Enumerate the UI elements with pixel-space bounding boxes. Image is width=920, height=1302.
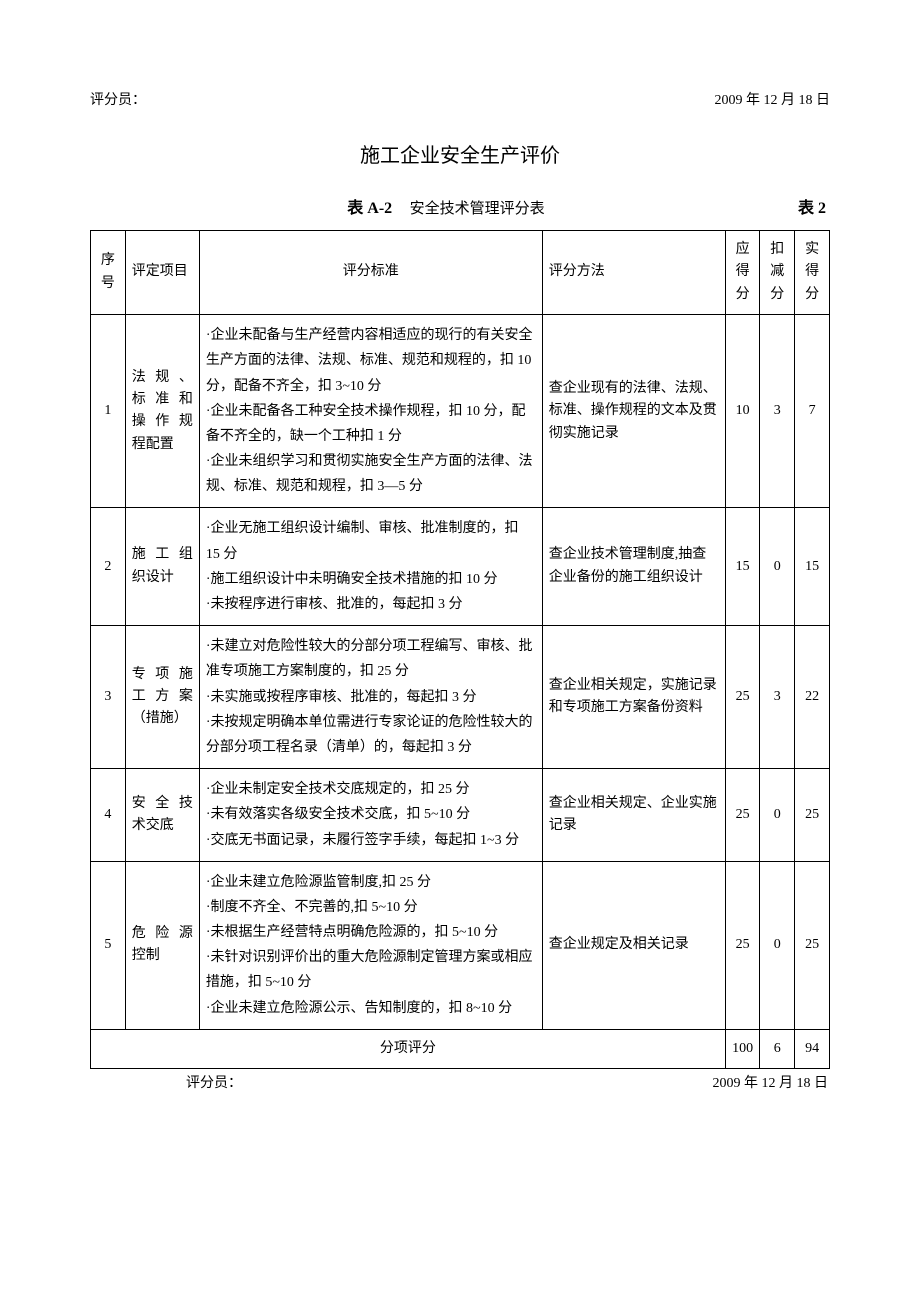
- cell-actual-score: 15: [795, 508, 830, 626]
- cell-criteria: ·未建立对危险性较大的分部分项工程编写、审核、批准专项施工方案制度的，扣 25 …: [199, 626, 542, 769]
- subtotal-full: 100: [725, 1029, 760, 1068]
- table-row: 1法 规 、标 准 和操 作 规程配置·企业未配备与生产经营内容相适应的现行的有…: [91, 315, 830, 508]
- cell-actual-score: 25: [795, 861, 830, 1029]
- subtotal-actual: 94: [795, 1029, 830, 1068]
- cell-actual-score: 25: [795, 769, 830, 862]
- footer-date: 2009 年 12 月 18 日: [713, 1073, 829, 1095]
- header-row: 评分员： 2009 年 12 月 18 日: [90, 90, 830, 112]
- header-date: 2009 年 12 月 18 日: [715, 90, 831, 112]
- cell-method: 查企业现有的法律、法规、标准、操作规程的文本及贯彻实施记录: [542, 315, 725, 508]
- cell-actual-score: 7: [795, 315, 830, 508]
- sub-title-row: 表 A-2 安全技术管理评分表 表 2: [90, 196, 830, 222]
- cell-deduct-score: 0: [760, 508, 795, 626]
- cell-deduct-score: 3: [760, 315, 795, 508]
- table-row: 5危 险 源控制·企业未建立危险源监管制度,扣 25 分·制度不齐全、不完善的,…: [91, 861, 830, 1029]
- cell-item: 安 全 技术交底: [125, 769, 199, 862]
- subtotal-deduct: 6: [760, 1029, 795, 1068]
- cell-deduct-score: 0: [760, 769, 795, 862]
- cell-seq: 3: [91, 626, 126, 769]
- footer-scorer-label: 评分员：: [92, 1073, 242, 1095]
- header-method: 评分方法: [542, 230, 725, 314]
- scoring-table: 序号 评定项目 评分标准 评分方法 应得分 扣减分 实得分 1法 规 、标 准 …: [90, 230, 830, 1069]
- cell-seq: 2: [91, 508, 126, 626]
- table-row: 4安 全 技术交底·企业未制定安全技术交底规定的，扣 25 分·未有效落实各级安…: [91, 769, 830, 862]
- table-row: 3专 项 施工 方 案（措施）·未建立对危险性较大的分部分项工程编写、审核、批准…: [91, 626, 830, 769]
- table-row: 2施 工 组织设计·企业无施工组织设计编制、审核、批准制度的，扣 15 分·施工…: [91, 508, 830, 626]
- header-actual: 实得分: [795, 230, 830, 314]
- table-header-row: 序号 评定项目 评分标准 评分方法 应得分 扣减分 实得分: [91, 230, 830, 314]
- subtotal-row: 分项评分100694: [91, 1029, 830, 1068]
- cell-seq: 4: [91, 769, 126, 862]
- cell-method: 查企业相关规定，实施记录和专项施工方案备份资料: [542, 626, 725, 769]
- cell-seq: 5: [91, 861, 126, 1029]
- subtotal-label: 分项评分: [91, 1029, 726, 1068]
- table-label: 表 A-2: [347, 200, 392, 217]
- footer-row: 评分员： 2009 年 12 月 18 日: [90, 1073, 830, 1095]
- cell-method: 查企业相关规定、企业实施记录: [542, 769, 725, 862]
- cell-criteria: ·企业无施工组织设计编制、审核、批准制度的，扣 15 分·施工组织设计中未明确安…: [199, 508, 542, 626]
- cell-item: 危 险 源控制: [125, 861, 199, 1029]
- cell-item: 施 工 组织设计: [125, 508, 199, 626]
- main-title: 施工企业安全生产评价: [90, 140, 830, 172]
- table-num: 表 2: [798, 196, 826, 222]
- cell-item: 法 规 、标 准 和操 作 规程配置: [125, 315, 199, 508]
- header-seq: 序号: [91, 230, 126, 314]
- table-name: 安全技术管理评分表: [410, 201, 545, 217]
- cell-criteria: ·企业未配备与生产经营内容相适应的现行的有关安全生产方面的法律、法规、标准、规范…: [199, 315, 542, 508]
- cell-criteria: ·企业未制定安全技术交底规定的，扣 25 分·未有效落实各级安全技术交底，扣 5…: [199, 769, 542, 862]
- cell-method: 查企业规定及相关记录: [542, 861, 725, 1029]
- cell-actual-score: 22: [795, 626, 830, 769]
- header-item: 评定项目: [125, 230, 199, 314]
- cell-full-score: 15: [725, 508, 760, 626]
- header-criteria: 评分标准: [199, 230, 542, 314]
- cell-full-score: 25: [725, 769, 760, 862]
- cell-item: 专 项 施工 方 案（措施）: [125, 626, 199, 769]
- cell-full-score: 25: [725, 626, 760, 769]
- cell-seq: 1: [91, 315, 126, 508]
- header-deduct: 扣减分: [760, 230, 795, 314]
- cell-deduct-score: 0: [760, 861, 795, 1029]
- cell-deduct-score: 3: [760, 626, 795, 769]
- header-full: 应得分: [725, 230, 760, 314]
- cell-method: 查企业技术管理制度,抽查企业备份的施工组织设计: [542, 508, 725, 626]
- cell-full-score: 25: [725, 861, 760, 1029]
- scorer-label: 评分员：: [90, 90, 146, 112]
- cell-full-score: 10: [725, 315, 760, 508]
- cell-criteria: ·企业未建立危险源监管制度,扣 25 分·制度不齐全、不完善的,扣 5~10 分…: [199, 861, 542, 1029]
